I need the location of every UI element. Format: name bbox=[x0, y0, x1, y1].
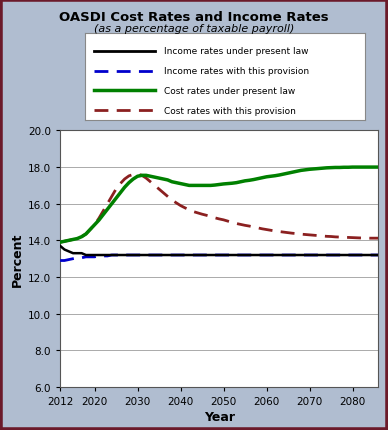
Text: Cost rates with this provision: Cost rates with this provision bbox=[164, 107, 295, 115]
Text: OASDI Cost Rates and Income Rates: OASDI Cost Rates and Income Rates bbox=[59, 11, 329, 24]
Text: (as a percentage of taxable payroll): (as a percentage of taxable payroll) bbox=[94, 24, 294, 34]
Text: Income rates with this provision: Income rates with this provision bbox=[164, 67, 309, 76]
Text: Cost rates under present law: Cost rates under present law bbox=[164, 87, 295, 95]
Y-axis label: Percent: Percent bbox=[11, 232, 24, 286]
X-axis label: Year: Year bbox=[204, 410, 235, 423]
Text: Income rates under present law: Income rates under present law bbox=[164, 47, 308, 56]
